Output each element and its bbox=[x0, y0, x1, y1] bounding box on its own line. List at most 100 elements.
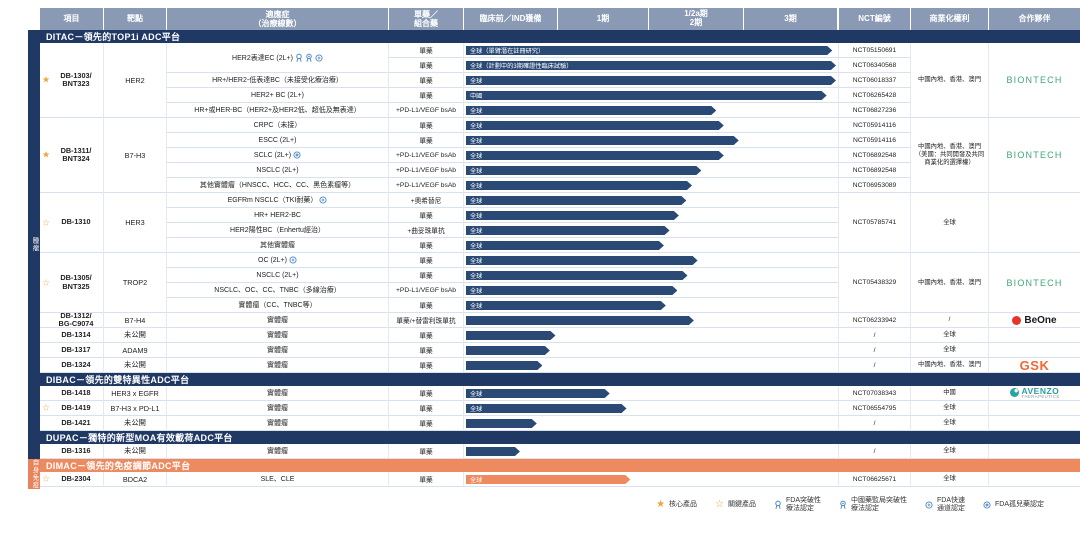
zone-strip: 腫瘤 bbox=[28, 30, 40, 459]
track-cell: 全球（單臂潛在註冊研究） bbox=[464, 43, 839, 58]
legend-label: FDA孤兒藥認定 bbox=[995, 501, 1044, 509]
combo-cell: 單藥 bbox=[389, 386, 464, 401]
track-cell: 全球 bbox=[464, 268, 839, 283]
project-cell: ☆ DB-1419 bbox=[40, 401, 104, 416]
indication-cell: OC (2L+) bbox=[167, 253, 389, 268]
project-name: DB-1305/ BNT325 bbox=[60, 273, 92, 291]
track-cell bbox=[464, 313, 839, 328]
legend-item: ★ 核心產品 bbox=[656, 500, 697, 510]
indication-cell: 實體瘤 bbox=[167, 343, 389, 358]
project-name: DB-1312/ BG-C9074 bbox=[58, 313, 94, 328]
pipeline-bar: 全球 bbox=[466, 136, 739, 145]
combo-cell: 單藥 bbox=[389, 343, 464, 358]
pipeline-bar: 全球 bbox=[466, 301, 666, 310]
pipeline-group: DB-1316 未公開 實體瘤 單藥 / 全球 bbox=[40, 444, 1080, 459]
target-cell: B7-H3 bbox=[104, 118, 167, 193]
track-cell bbox=[464, 444, 839, 459]
nct-cell: NCT05438329 bbox=[839, 253, 911, 313]
col-header-partner: 合作夥伴 bbox=[989, 8, 1080, 30]
bar-scope-label: 全球 bbox=[470, 303, 483, 310]
pipeline-group: DB-1312/ BG-C9074 B7-H4 實體瘤 單藥/+替雷利珠單抗 NCT06… bbox=[40, 313, 1080, 328]
pipeline-bar: 全球 bbox=[466, 389, 610, 398]
project-name: DB-2304 bbox=[61, 473, 91, 483]
nct-cell: NCT06892548 bbox=[839, 148, 911, 163]
partner-cell bbox=[989, 472, 1080, 487]
partner-cell bbox=[989, 343, 1080, 358]
legend-item: FDA突破性 療法認定 bbox=[774, 497, 821, 514]
pipeline-bar: 全球 bbox=[466, 196, 686, 205]
zone-content: DITAC－領先的TOP1i ADC平台 ★ DB-1303/ BNT323 HER2… bbox=[40, 30, 1080, 459]
rights-cell: 全球 bbox=[911, 444, 989, 459]
bar-scope-label: 全球 bbox=[470, 198, 483, 205]
fda-orphan-icon bbox=[983, 501, 991, 509]
pipeline-bar bbox=[466, 447, 520, 456]
project-cell: ★ DB-1303/ BNT323 bbox=[40, 43, 104, 118]
bar-scope-label: 全球 bbox=[470, 258, 483, 265]
nct-cell: / bbox=[839, 343, 911, 358]
pipeline-bar: 全球 bbox=[466, 166, 701, 175]
partner-subtitle: THERAPEUTICS bbox=[1021, 394, 1060, 400]
indication-text: 實體瘤 bbox=[267, 332, 288, 339]
indication-text: NSCLC (2L+) bbox=[256, 166, 299, 174]
combo-cell: +奧希替尼 bbox=[389, 193, 464, 208]
project-name: DB-1316 bbox=[61, 445, 91, 455]
indication-cell: HER2陽性BC（Enhertu經治） bbox=[167, 223, 389, 238]
indication-cell: HR+或HER-BC（HER2+及HER2低、超低及無表達） bbox=[167, 103, 389, 118]
target-cell: ADAM9 bbox=[104, 343, 167, 358]
combo-cell: 單藥 bbox=[389, 444, 464, 459]
partner-logo-biontech: BIONTECH bbox=[1006, 75, 1063, 85]
nct-cell: NCT05785741 bbox=[839, 193, 911, 253]
pipeline-bar: 全球 bbox=[466, 226, 670, 235]
target-cell: 未公開 bbox=[104, 328, 167, 343]
nct-cell: NCT06625671 bbox=[839, 472, 911, 487]
nct-cell: NCT06953089 bbox=[839, 178, 911, 193]
indication-text: HR+/HER2-低表達BC（未接受化療治療） bbox=[212, 77, 343, 84]
combo-cell: +PD-L1/VEGF bsAb bbox=[389, 148, 464, 163]
indication-cell: CRPC（未接） bbox=[167, 118, 389, 133]
pipeline-bar: 全球 bbox=[466, 106, 716, 115]
indication-text: CRPC（未接） bbox=[253, 122, 302, 129]
partner-name: AVENZO bbox=[1021, 386, 1060, 396]
indication-text: 實體瘤 bbox=[267, 347, 288, 354]
col-header-phase1: 1期 bbox=[558, 8, 649, 30]
combo-cell: +PD-L1/VEGF bsAb bbox=[389, 103, 464, 118]
pipeline-group: DB-1314 未公開 實體瘤 單藥 / 全球 bbox=[40, 328, 1080, 343]
pipeline-figure: 項目 靶點 適應症 （治療線數） 單藥／ 組合藥 臨床前／IND獲備 1期 1/… bbox=[28, 8, 1080, 514]
bar-scope-label: 全球 bbox=[470, 406, 483, 413]
pipeline-bar: 全球 bbox=[466, 121, 724, 130]
indication-text: ESCC (2L+) bbox=[258, 136, 297, 144]
phase2-label: 2期 bbox=[689, 18, 703, 27]
track-cell bbox=[464, 328, 839, 343]
nct-cell: / bbox=[839, 416, 911, 431]
star-outline-icon: ☆ bbox=[42, 277, 51, 287]
zone-content: DIMAC－領先的免疫調節ADC平台 ☆ DB-2304 BDCA2 SLE、CLE 單藥… bbox=[40, 459, 1080, 489]
nct-cell: NCT06018337 bbox=[839, 73, 911, 88]
target-cell: 未公開 bbox=[104, 444, 167, 459]
section-band: DUPAC－獨特的新型MOA有效載荷ADC平台 bbox=[40, 431, 1080, 444]
fda-fast-track-icon bbox=[925, 501, 933, 509]
star-solid-icon: ★ bbox=[656, 499, 666, 511]
beone-mark-icon bbox=[1012, 315, 1022, 325]
fda-btd-icon bbox=[295, 53, 303, 63]
target-cell: 未公開 bbox=[104, 416, 167, 431]
combo-cell: 單藥 bbox=[389, 73, 464, 88]
star-outline-icon: ☆ bbox=[715, 499, 724, 511]
target-cell: HER2 bbox=[104, 43, 167, 118]
indication-text: HR+ HER2-BC bbox=[254, 211, 301, 219]
partner-cell bbox=[989, 444, 1080, 459]
target-cell: TROP2 bbox=[104, 253, 167, 313]
pipeline-bar: 全球 bbox=[466, 241, 664, 250]
combo-cell: 單藥 bbox=[389, 43, 464, 58]
indication-text: 實體瘤 bbox=[267, 317, 288, 324]
project-cell: DB-1421 bbox=[40, 416, 104, 431]
pipeline-bar bbox=[466, 346, 550, 355]
target-cell: HER3 bbox=[104, 193, 167, 253]
china-btd-icon bbox=[305, 53, 313, 63]
nct-cell: / bbox=[839, 444, 911, 459]
indication-text: 實體瘤（CC、TNBC等） bbox=[238, 302, 317, 309]
indication-cell: NSCLC (2L+) bbox=[167, 268, 389, 283]
bar-scope-label: 全球 bbox=[470, 108, 483, 115]
fda-orphan-icon bbox=[293, 151, 301, 159]
indication-text: 實體瘤 bbox=[267, 390, 288, 397]
pipeline-bar: 中國 bbox=[466, 91, 827, 100]
